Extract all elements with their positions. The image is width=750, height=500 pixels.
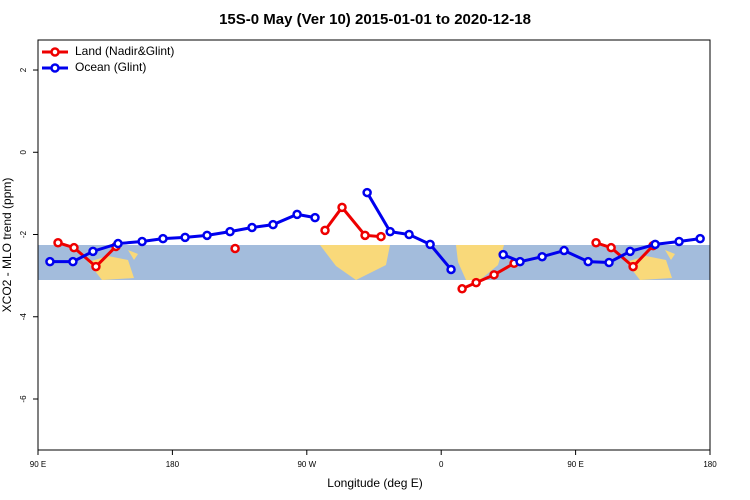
legend-label: Ocean (Glint) [75,60,146,74]
point [310,212,320,223]
point [137,236,147,247]
point [180,232,190,243]
point [606,242,616,253]
point [376,231,386,242]
point [230,243,240,254]
point [498,249,508,260]
point [515,256,525,267]
chart-title: 15S-0 May (Ver 10) 2015-01-01 to 2020-12… [219,11,531,28]
point [320,225,330,236]
x-tick-label: 90 E [30,460,46,469]
point [537,251,547,262]
point [88,246,98,257]
point [650,239,660,250]
point [446,264,456,275]
point [457,284,467,294]
point [695,233,705,244]
y-tick-label: -6 [19,395,28,403]
point [604,257,614,268]
plot-frame [37,39,711,451]
point [385,226,395,237]
y-tick-label: -4 [19,313,28,321]
point [53,237,63,248]
y-tick-label: 0 [19,149,28,154]
point [69,242,79,253]
point [268,219,278,230]
point [225,226,235,237]
point [471,277,481,288]
point [247,222,257,233]
point [489,270,499,280]
point [45,256,55,267]
point [292,209,302,220]
point [68,256,78,267]
point [404,229,414,240]
x-tick-label: 0 [439,460,444,469]
point [362,187,372,198]
point [337,202,347,213]
x-tick-label: 90 E [567,460,583,469]
point [360,230,370,241]
point [591,237,601,248]
x-axis-label: Longitude (deg E) [327,476,422,490]
point [559,245,569,256]
legend-marker [50,47,60,57]
point [91,261,101,272]
point [674,236,684,247]
x-tick-label: 180 [166,460,180,469]
point [625,246,635,257]
point [113,238,123,249]
y-tick-label: 2 [19,67,28,72]
point [202,230,212,241]
point [628,261,638,272]
x-tick-label: 90 W [297,460,316,469]
point [158,233,168,244]
legend-marker [50,63,60,73]
y-tick-label: -2 [19,230,28,238]
point [583,256,593,267]
legend-label: Land (Nadir&Glint) [75,44,174,58]
x-tick-label: 180 [703,460,717,469]
point [425,239,435,250]
y-axis-label: XCO2 - MLO trend (ppm) [0,178,14,313]
